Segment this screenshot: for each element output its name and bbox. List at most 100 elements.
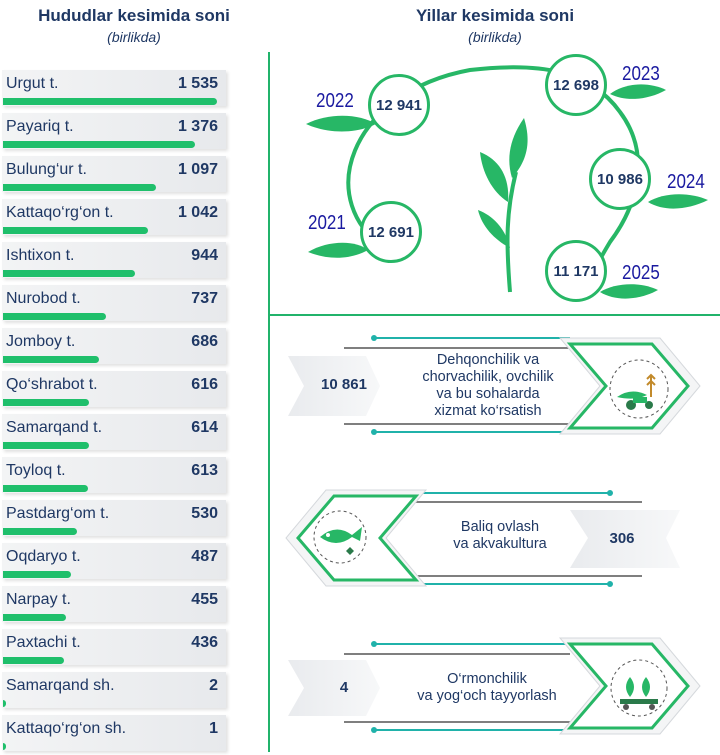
region-value: 1 535 <box>177 75 218 92</box>
region-value: 613 <box>191 462 218 479</box>
region-bar <box>3 98 217 105</box>
region-value: 1 <box>209 720 218 737</box>
leaf-2025 <box>600 284 658 299</box>
year-label-2024: 2024 <box>667 171 705 193</box>
leaf-2021 <box>308 242 368 258</box>
region-row-background <box>2 672 226 708</box>
region-value: 616 <box>191 376 218 393</box>
sector-1-label-line: xizmat ko‘rsatish <box>434 403 542 419</box>
year-circle-2024: 10 986 <box>589 148 651 210</box>
region-row: Toyloq t. 613 <box>2 457 226 493</box>
region-name: Jomboy t. <box>6 333 76 350</box>
year-label-2023: 2023 <box>622 63 660 85</box>
region-name: Urgut t. <box>6 75 59 92</box>
sector-2-label: Baliq ovlash va akvakultura <box>420 519 580 553</box>
region-name: Kattaqo‘rg‘on sh. <box>6 720 127 737</box>
year-circle-2025: 11 171 <box>545 240 607 302</box>
region-bar <box>3 657 64 664</box>
year-circle-2022: 12 941 <box>368 74 430 136</box>
left-subtitle: (birlikda) <box>107 29 161 45</box>
sector-3-label: O‘rmonchilik va yog‘och tayyorlash <box>392 671 582 705</box>
horizontal-divider <box>270 314 720 316</box>
sector-1-value: 10 861 <box>321 376 367 393</box>
region-row: Kattaqo‘rg‘on sh. 1 <box>2 715 226 751</box>
right-title: Yillar kesimida soni <box>415 6 575 25</box>
region-name: Samarqand t. <box>6 419 103 436</box>
region-row: Samarqand t. 614 <box>2 414 226 450</box>
region-value: 1 097 <box>177 161 218 178</box>
sector-row-2 <box>285 489 680 587</box>
plant-leaf-3 <box>478 210 510 248</box>
year-label-2021: 2021 <box>308 212 346 234</box>
region-bar <box>3 700 6 707</box>
fish-icon <box>313 510 367 564</box>
forestry-icon <box>610 659 668 717</box>
region-value: 487 <box>191 548 218 565</box>
region-bar <box>3 743 6 750</box>
sector-3-label-line: va yog‘och tayyorlash <box>417 688 557 704</box>
region-row: Urgut t. 1 535 <box>2 70 226 106</box>
region-name: Toyloq t. <box>6 462 66 479</box>
region-name: Ishtixon t. <box>6 247 75 264</box>
region-row: Bulung‘ur t. 1 097 <box>2 156 226 192</box>
right-subtitle: (birlikda) <box>468 29 522 45</box>
region-value: 1 042 <box>177 204 218 221</box>
year-label-2022: 2022 <box>316 90 354 112</box>
region-bar <box>3 356 99 363</box>
region-row: Pastdarg‘om t. 530 <box>2 500 226 536</box>
region-value: 436 <box>191 634 218 651</box>
sector-1-label: Dehqonchilik va chorvachilik, ovchilik v… <box>398 352 578 420</box>
vertical-divider <box>268 52 270 752</box>
region-row: Kattaqo‘rg‘on t. 1 042 <box>2 199 226 235</box>
region-row: Nurobod t. 737 <box>2 285 226 321</box>
region-name: Paxtachi t. <box>6 634 81 651</box>
region-name: Kattaqo‘rg‘on t. <box>6 204 114 221</box>
region-row: Samarqand sh. 2 <box>2 672 226 708</box>
plant-leaf-2 <box>509 118 528 178</box>
region-row-background <box>2 715 226 751</box>
sector-1-label-line: Dehqonchilik va <box>436 352 540 368</box>
region-bar <box>3 528 77 535</box>
plant-stem <box>505 171 518 293</box>
year-label-2025: 2025 <box>622 262 660 284</box>
left-title: Hududlar kesimida soni <box>38 6 230 25</box>
region-value: 455 <box>191 591 218 608</box>
region-name: Qo‘shrabot t. <box>6 376 98 393</box>
region-value: 2 <box>209 677 218 694</box>
region-value: 614 <box>191 419 218 436</box>
year-tree-graphic <box>306 65 708 299</box>
region-value: 686 <box>191 333 218 350</box>
sector-3-label-line: O‘rmonchilik <box>447 671 527 687</box>
region-name: Bulung‘ur t. <box>6 161 87 178</box>
sector-2-label-line: va akvakultura <box>453 536 547 552</box>
leaf-2022 <box>306 115 376 132</box>
region-name: Samarqand sh. <box>6 677 115 694</box>
sector-2-value: 306 <box>609 530 635 547</box>
region-bar <box>3 270 135 277</box>
region-row: Jomboy t. 686 <box>2 328 226 364</box>
region-value: 944 <box>191 247 218 264</box>
region-value: 737 <box>191 290 218 307</box>
leaf-2024 <box>648 194 708 209</box>
region-bar <box>3 227 148 234</box>
region-name: Pastdarg‘om t. <box>6 505 110 522</box>
sector-3-value: 4 <box>339 679 349 696</box>
region-row: Narpay t. 455 <box>2 586 226 622</box>
sector-1-label-line: va bu sohalarda <box>436 386 540 402</box>
region-name: Narpay t. <box>6 591 71 608</box>
region-row: Oqdaryo t. 487 <box>2 543 226 579</box>
region-name: Nurobod t. <box>6 290 81 307</box>
region-bar <box>3 141 195 148</box>
region-bar <box>3 399 89 406</box>
year-circle-2021: 12 691 <box>360 201 422 263</box>
region-name: Oqdaryo t. <box>6 548 81 565</box>
region-bar <box>3 442 89 449</box>
region-bar <box>3 184 156 191</box>
region-name: Payariq t. <box>6 118 74 135</box>
region-row: Payariq t. 1 376 <box>2 113 226 149</box>
year-circle-2023: 12 698 <box>545 54 607 116</box>
leaf-2023 <box>610 84 666 99</box>
sector-row-1 <box>288 335 701 435</box>
region-bar <box>3 485 88 492</box>
region-bar <box>3 614 66 621</box>
